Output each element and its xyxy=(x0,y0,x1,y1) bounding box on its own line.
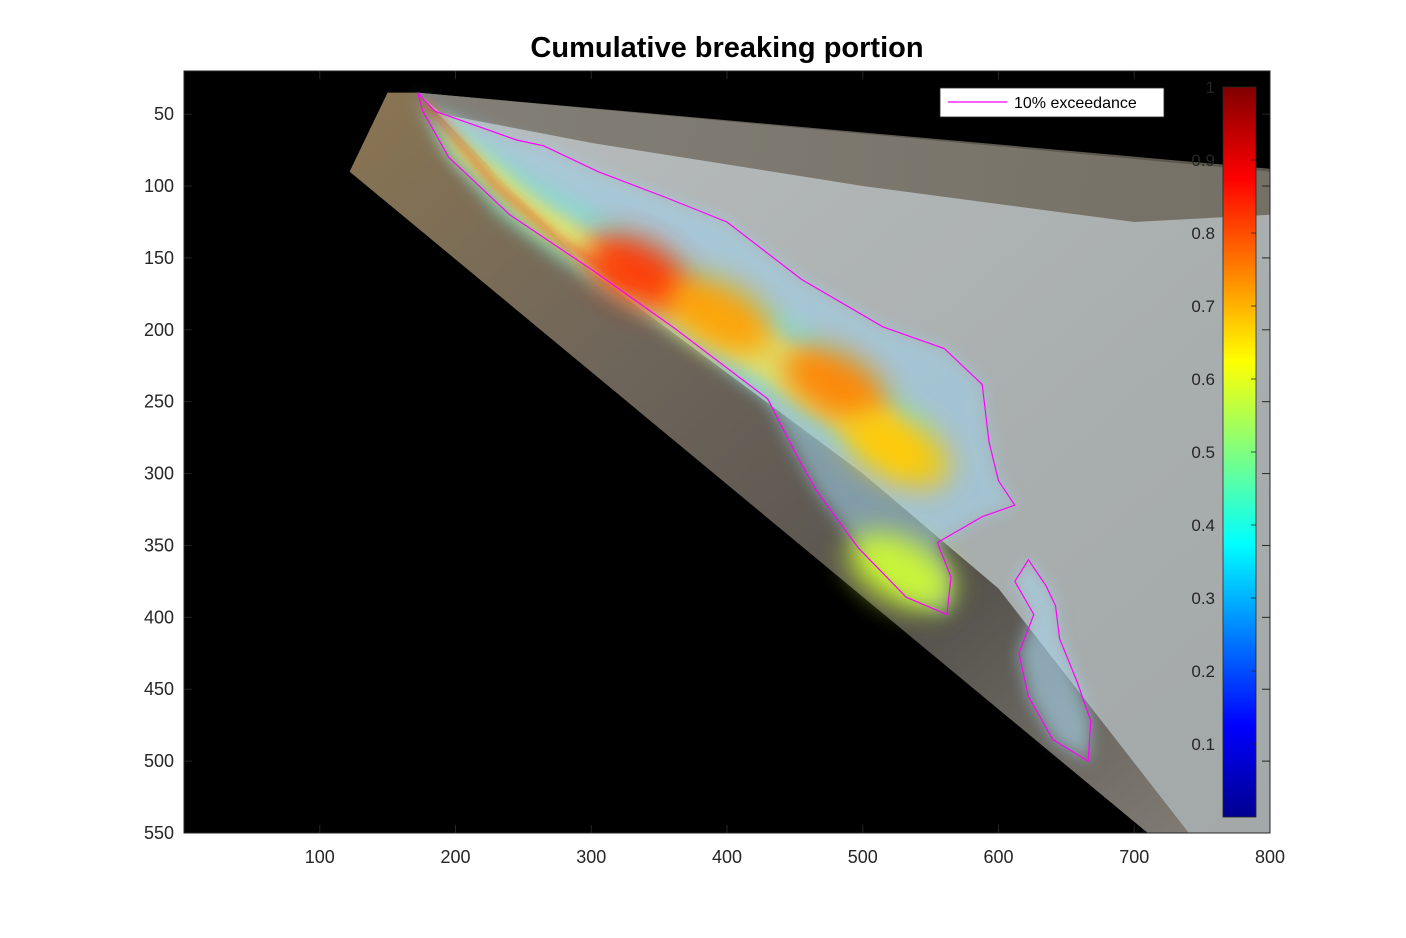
colorbar-bar xyxy=(1222,86,1257,818)
exceedance-contours xyxy=(416,92,1092,763)
x-tick-label-500: 500 xyxy=(848,847,878,867)
exceedance-contour-main xyxy=(416,92,1016,616)
x-tick-label-600: 600 xyxy=(983,847,1013,867)
x-tick-label-800: 800 xyxy=(1255,847,1285,867)
colorbar-tick-label-0.4: 0.4 xyxy=(1191,516,1215,535)
y-tick-label-350: 350 xyxy=(144,535,174,555)
hotspot-0 xyxy=(586,233,692,311)
x-tick-label-200: 200 xyxy=(440,847,470,867)
y-tick-label-450: 450 xyxy=(144,679,174,699)
heat-offshore-patch xyxy=(1014,559,1091,762)
y-tick-label-300: 300 xyxy=(144,464,174,484)
hotspot-2 xyxy=(783,345,889,424)
plot-area: 100 200 300 400 500 600 700 800 50 100 150 200 250 3… xyxy=(144,70,1285,867)
exceedance-contour-offshore xyxy=(1014,558,1092,763)
colorbar-ticks: 0.1 0.2 0.3 0.4 0.5 0.6 0.7 0.8 0.9 1 xyxy=(1191,78,1256,754)
y-tick-label-400: 400 xyxy=(144,607,174,627)
y-tick-label-200: 200 xyxy=(144,320,174,340)
hotspot-4 xyxy=(848,532,954,611)
colorbar-tick-label-0.1: 0.1 xyxy=(1191,735,1215,754)
horizon-band xyxy=(417,92,1270,222)
legend[interactable]: 10% exceedance xyxy=(939,87,1165,118)
hotspot-1 xyxy=(667,276,773,355)
colorbar-tick-label-0.5: 0.5 xyxy=(1191,443,1215,462)
x-tick-label-700: 700 xyxy=(1119,847,1149,867)
chart-title: Cumulative breaking portion xyxy=(530,32,923,64)
hotspot-3 xyxy=(844,410,950,488)
colorbar-tick-label-0.8: 0.8 xyxy=(1191,224,1215,243)
beach-sand-region xyxy=(349,92,1189,833)
colorbar: 0.1 0.2 0.3 0.4 0.5 0.6 0.7 0.8 0.9 1 xyxy=(1191,78,1257,818)
x-tick-label-300: 300 xyxy=(576,847,606,867)
y-tick-label-100: 100 xyxy=(144,176,174,196)
x-axis: 100 200 300 400 500 600 700 800 xyxy=(305,71,1285,867)
x-tick-label-100: 100 xyxy=(305,847,335,867)
colorbar-tick-label-0.9: 0.9 xyxy=(1191,151,1215,170)
x-tick-label-400: 400 xyxy=(712,847,742,867)
colorbar-tick-label-0.6: 0.6 xyxy=(1191,370,1215,389)
colorbar-tick-label-0.3: 0.3 xyxy=(1191,589,1215,608)
legend-entry-label: 10% exceedance xyxy=(1014,95,1137,112)
y-tick-label-50: 50 xyxy=(154,104,174,124)
y-tick-label-550: 550 xyxy=(144,823,174,843)
colorbar-tick-label-0.7: 0.7 xyxy=(1191,297,1215,316)
y-tick-label-250: 250 xyxy=(144,392,174,412)
colorbar-tick-label-1: 1 xyxy=(1206,78,1215,97)
breaking-portion-heatmap xyxy=(417,92,1091,762)
y-axis: 50 100 150 200 250 300 350 400 450 500 550 xyxy=(144,104,1270,843)
y-tick-label-150: 150 xyxy=(144,248,174,268)
colorbar-tick-label-0.2: 0.2 xyxy=(1191,662,1215,681)
y-tick-label-500: 500 xyxy=(144,751,174,771)
